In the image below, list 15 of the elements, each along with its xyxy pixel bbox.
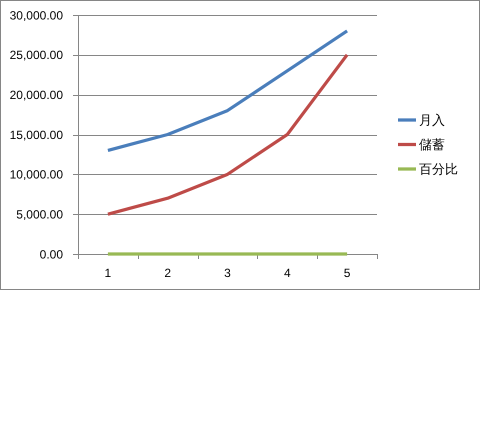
- y-tick-label: 30,000.00: [10, 8, 63, 22]
- x-tick-label: 5: [344, 266, 350, 280]
- legend-label: 百分比: [419, 162, 458, 177]
- x-tick-label: 2: [164, 266, 172, 280]
- legend-label: 月入: [419, 112, 445, 128]
- y-tick-label: 5,000.00: [16, 207, 63, 222]
- x-tick-label: 1: [104, 266, 112, 280]
- legend-label: 儲蓄: [419, 137, 445, 152]
- x-tick-label: 4: [284, 266, 291, 280]
- y-tick-label: 25,000.00: [10, 48, 63, 62]
- y-tick-label: 0.00: [40, 247, 63, 262]
- x-tick-label: 3: [224, 266, 231, 280]
- y-tick-label: 20,000.00: [10, 88, 63, 102]
- y-tick-label: 15,000.00: [10, 128, 63, 142]
- y-tick-label: 10,000.00: [10, 168, 63, 182]
